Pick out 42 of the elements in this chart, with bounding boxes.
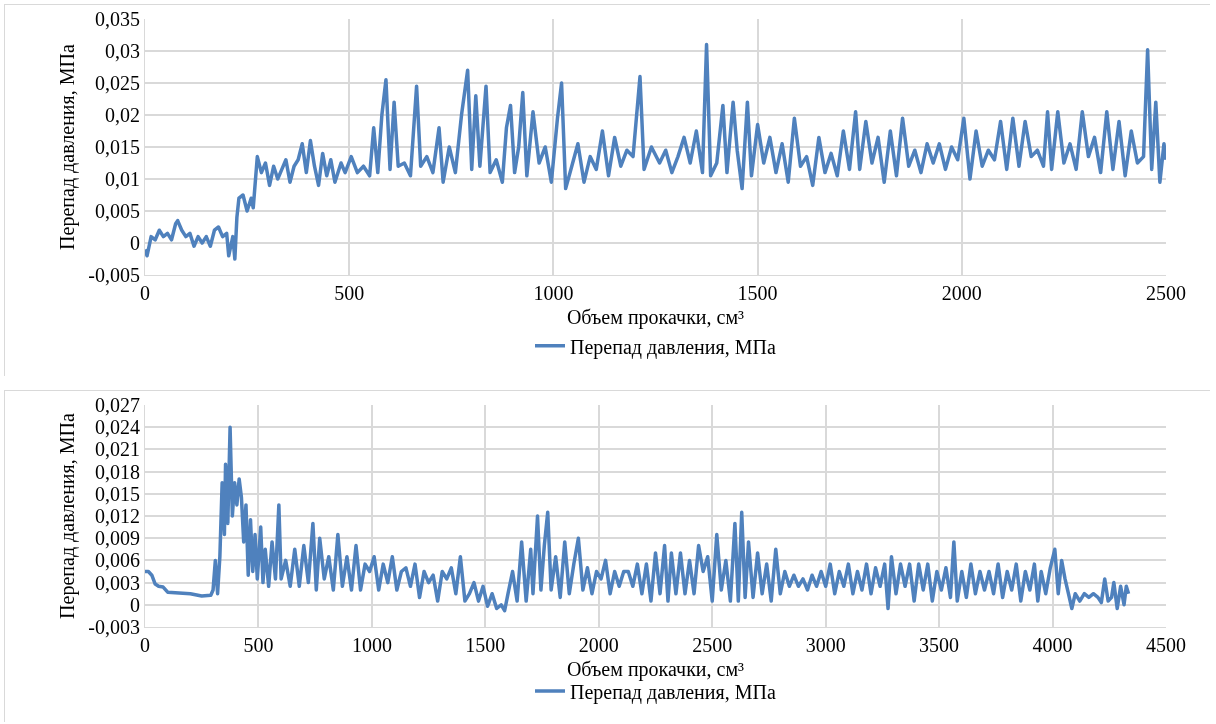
- x-tick-label: 2000: [941, 282, 982, 304]
- y-tick-label: 0,005: [95, 200, 140, 222]
- y-tick-label: 0,024: [95, 416, 140, 439]
- x-tick-label: 3000: [805, 634, 846, 656]
- y-tick-label: 0,018: [95, 460, 140, 483]
- x-tick-label: 1500: [465, 634, 506, 656]
- x-tick-label: 4000: [1032, 634, 1073, 656]
- x-tick-label: 1000: [533, 282, 574, 304]
- legend-label: Перепад давления, МПа: [570, 335, 776, 359]
- x-axis-title: Объем прокачки, см³: [566, 657, 745, 681]
- y-tick-label: 0: [130, 593, 140, 616]
- x-tick-label: 500: [243, 634, 274, 656]
- y-axis-title: Перепад давления, МПа: [55, 413, 79, 619]
- y-tick-label: 0,03: [105, 40, 140, 62]
- y-tick-label: 0,012: [95, 505, 140, 527]
- x-axis-title: Объем прокачки, см³: [566, 305, 745, 329]
- x-tick-label: 1500: [737, 282, 778, 304]
- y-tick-label: 0,015: [95, 482, 140, 505]
- y-tick-label: 0,015: [95, 136, 140, 158]
- y-tick-label: 0: [130, 232, 140, 254]
- x-tick-label: 2500: [692, 634, 733, 656]
- y-tick-label: 0,035: [95, 8, 140, 30]
- x-tick-label: 500: [334, 282, 365, 304]
- line-series: [145, 42, 1166, 261]
- y-tick-label: -0,003: [88, 616, 140, 638]
- y-tick-label: 0,006: [95, 549, 140, 572]
- y-tick-label: 0,009: [95, 527, 140, 550]
- x-tick-label: 3500: [919, 634, 960, 656]
- x-tick-label: 4500: [1146, 634, 1186, 656]
- y-axis-title: Перепад давления, МПа: [55, 44, 79, 250]
- y-tick-label: 0,021: [95, 438, 140, 461]
- y-tick-label: 0,01: [105, 168, 140, 190]
- y-tick-label: 0,025: [95, 72, 140, 94]
- x-tick-label: 2000: [578, 634, 619, 656]
- y-tick-label: -0,005: [88, 264, 140, 286]
- x-tick-label: 1000: [351, 634, 392, 656]
- y-tick-label: 0,02: [105, 104, 140, 126]
- y-tick-label: 0,003: [95, 571, 140, 594]
- legend-label: Перепад давления, МПа: [570, 680, 776, 704]
- x-tick-label: 2500: [1146, 282, 1186, 304]
- y-tick-label: 0,027: [95, 394, 140, 416]
- line-series: [145, 425, 1131, 613]
